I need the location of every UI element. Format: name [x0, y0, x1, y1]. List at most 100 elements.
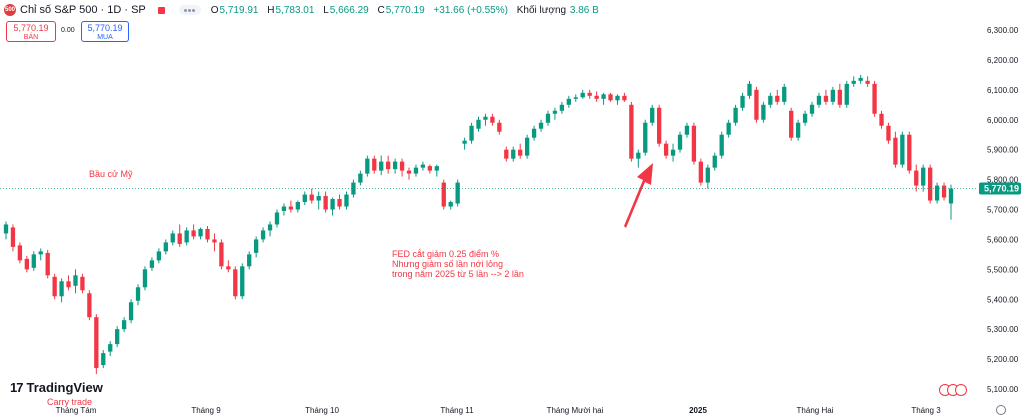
candle-body — [399, 161, 405, 171]
candle-body — [156, 251, 162, 261]
candle — [295, 200, 300, 213]
candle-body — [45, 252, 50, 276]
candle-body — [698, 161, 704, 183]
buy-button[interactable]: 5,770.19 MUA — [81, 21, 129, 42]
candle — [893, 131, 898, 168]
candle-body — [191, 230, 196, 237]
candle — [768, 92, 773, 108]
more-options-icon[interactable] — [178, 5, 201, 15]
candle-body — [941, 185, 947, 198]
candle-body — [948, 188, 954, 204]
candle-body — [253, 239, 259, 253]
candle-body — [462, 140, 467, 144]
candle — [198, 227, 203, 240]
candle-body — [844, 83, 849, 105]
candle-body — [323, 196, 328, 210]
tradingview-logo[interactable]: 17 TradingView — [10, 380, 103, 395]
candle — [386, 155, 391, 174]
candle-body — [761, 104, 766, 120]
candle — [52, 273, 57, 300]
candle — [740, 92, 745, 111]
candles — [3, 74, 954, 375]
y-tick-label: 6,000.00 — [987, 116, 1019, 125]
candle-body — [907, 134, 912, 171]
annotation-fed-line2: Nhưng giảm số lần nới lỏng — [392, 259, 503, 269]
candle-body — [823, 95, 829, 102]
candle-body — [684, 125, 690, 135]
candle — [170, 230, 175, 246]
candle — [573, 94, 578, 102]
candle-body — [240, 266, 245, 297]
candle — [219, 239, 224, 270]
candle — [538, 119, 544, 132]
candle — [823, 89, 829, 105]
candle — [149, 257, 155, 271]
candle-body — [386, 161, 391, 170]
candle — [684, 122, 690, 138]
tradingview-mark-icon: 17 — [10, 380, 24, 395]
candle — [518, 143, 523, 159]
candle — [900, 131, 905, 168]
sell-price: 5,770.19 — [13, 23, 49, 33]
candle — [399, 158, 405, 177]
candle — [101, 350, 106, 369]
candle — [59, 278, 64, 303]
candle-body — [677, 134, 683, 150]
candle — [865, 76, 870, 87]
candle — [469, 122, 474, 144]
candle-body — [657, 107, 662, 144]
annotation-fed-line3: trong năm 2025 từ 5 lần --> 2 lần — [392, 269, 524, 279]
candle — [184, 227, 189, 246]
last-price-tag: 5,770.19 — [979, 182, 1021, 195]
candle-body — [351, 182, 356, 195]
candle-body — [198, 228, 203, 237]
candle-body — [288, 206, 294, 210]
candle — [830, 86, 836, 105]
annotation-carry-trade: Carry trade — [47, 397, 92, 407]
candle — [260, 227, 266, 243]
candle-body — [379, 161, 384, 171]
candle — [782, 83, 787, 105]
candle-body — [420, 164, 426, 168]
candle-body — [559, 104, 565, 111]
candle — [719, 131, 724, 159]
annotation-fed-line1: FED cắt giảm 0.25 điểm % — [392, 249, 499, 259]
sell-button[interactable]: 5,770.19 BÁN — [6, 21, 56, 42]
candle-body — [330, 199, 335, 210]
candle-body — [94, 317, 99, 369]
event-flags[interactable] — [939, 384, 967, 396]
candle-body — [691, 125, 697, 162]
candle-body — [622, 95, 627, 101]
market-status-icon[interactable] — [157, 6, 165, 14]
candle — [226, 260, 231, 273]
candle-body — [872, 83, 877, 114]
candle — [726, 119, 731, 138]
candle-body — [274, 212, 280, 225]
candle-body — [893, 137, 898, 165]
candle — [594, 91, 599, 102]
candle-body — [115, 329, 120, 345]
candle-body — [879, 113, 884, 126]
candle-body — [135, 287, 141, 301]
candle — [267, 221, 273, 237]
flag-icon[interactable] — [955, 384, 967, 396]
candle-body — [809, 104, 815, 114]
x-tick-label: Tháng Mười hai — [547, 406, 604, 415]
candle-body — [740, 95, 745, 108]
gear-icon[interactable] — [996, 405, 1006, 415]
candle-body — [219, 242, 224, 267]
candle — [907, 131, 912, 174]
candle — [3, 221, 9, 240]
tradingview-wordmark: TradingView — [26, 380, 103, 395]
spread-value: 0.00 — [61, 27, 75, 34]
ohlc-high-key: H — [267, 4, 275, 16]
candle-body — [747, 83, 752, 96]
chart-header: 500 Chỉ số S&P 500 · 1D · SP O5,719.91 H… — [0, 0, 980, 20]
symbol-logo-icon[interactable]: 500 — [4, 4, 16, 16]
candle — [240, 263, 245, 300]
symbol-name[interactable]: Chỉ số S&P 500 · 1D · SP — [20, 4, 146, 16]
candle — [17, 242, 23, 264]
candle — [928, 164, 933, 204]
sell-label: BÁN — [23, 34, 39, 41]
